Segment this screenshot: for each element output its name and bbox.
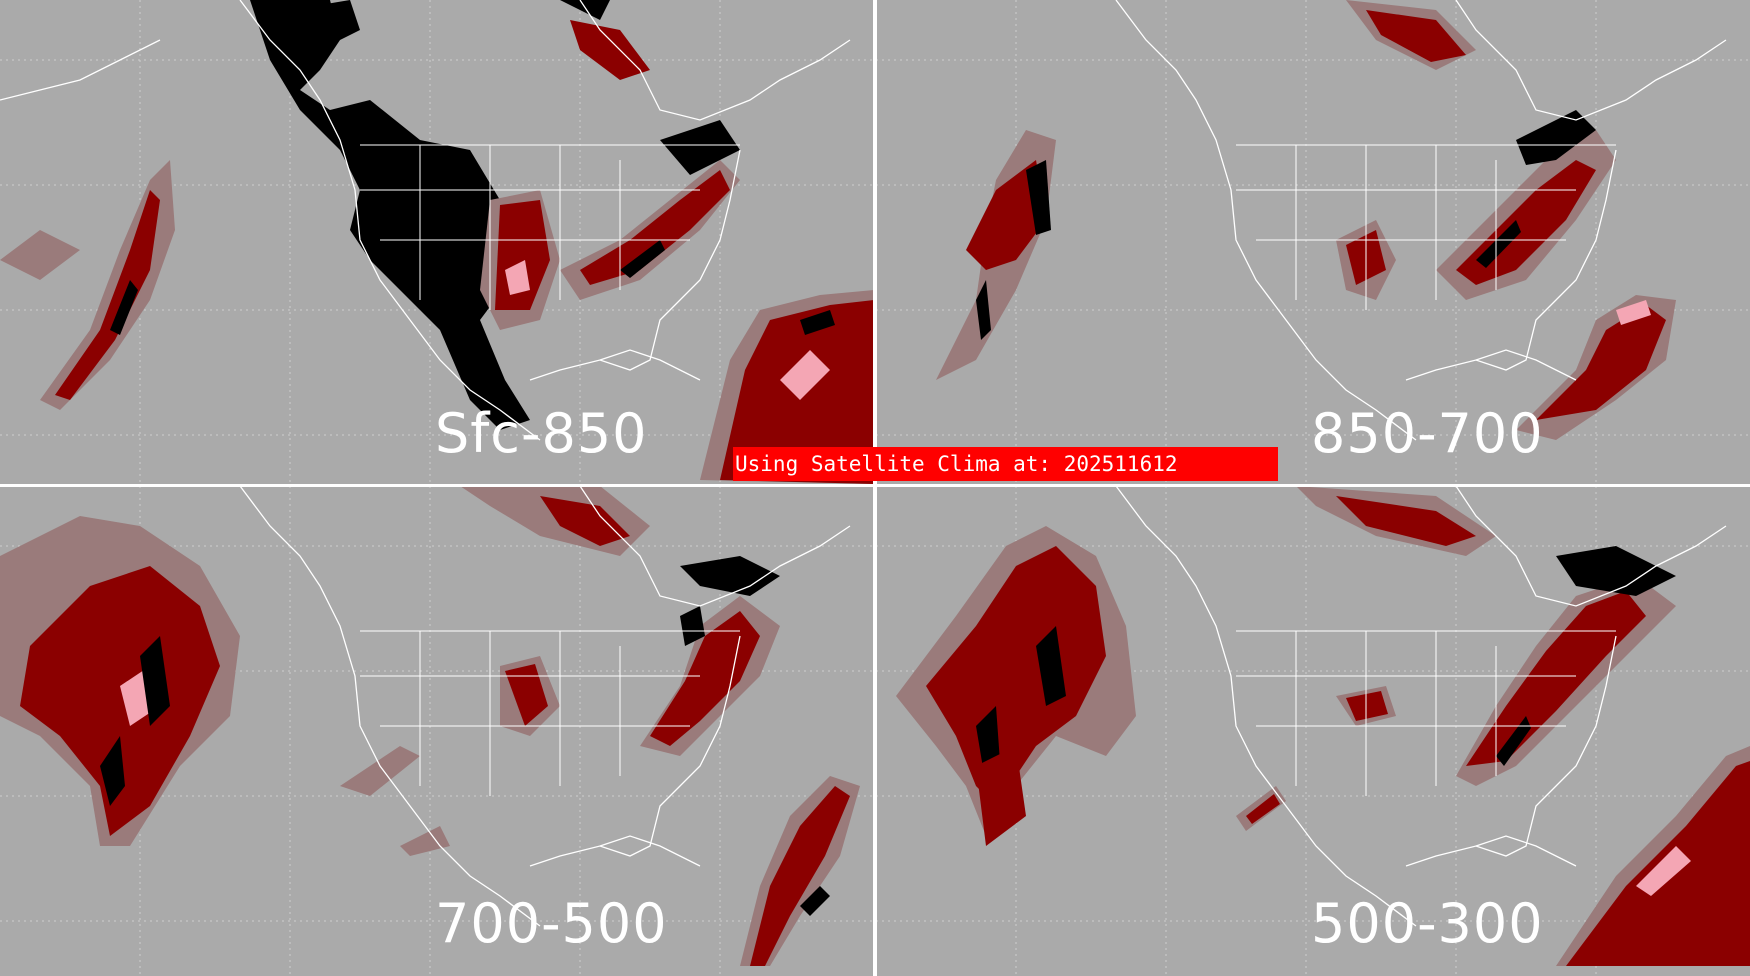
black-mask-west — [250, 0, 530, 430]
cloud-band-mexico — [340, 746, 450, 856]
panel-label: 700-500 — [435, 892, 668, 955]
cloud-band-canada — [560, 0, 650, 80]
panel-label: 850-700 — [1311, 402, 1544, 465]
cloud-band-atlantic — [700, 290, 874, 484]
panel-label: 500-300 — [1311, 892, 1544, 955]
panel-700-500: 700-500 — [0, 486, 874, 976]
coastlines — [239, 486, 851, 927]
state-borders — [360, 630, 740, 796]
map-canvas-500-300 — [876, 486, 1750, 976]
map-canvas-sfc-850 — [0, 0, 874, 484]
panel-850-700: 850-700 — [876, 0, 1750, 484]
cloud-band-pacific — [936, 130, 1056, 380]
state-borders — [1236, 144, 1616, 310]
cloud-band-atlantic — [740, 776, 860, 966]
cloud-band-east-us — [1456, 546, 1676, 786]
black-blob-ne — [660, 120, 740, 175]
panel-label: Sfc-850 — [435, 402, 648, 465]
satellite-clima-banner: Using Satellite Clima at: 202511612 — [733, 447, 1278, 481]
cloud-band-atlantic — [1516, 295, 1676, 440]
map-canvas-700-500 — [0, 486, 874, 976]
vertical-divider — [873, 0, 877, 976]
panel-sfc-850: Sfc-850 — [0, 0, 874, 484]
map-canvas-850-700 — [876, 0, 1750, 484]
coastlines — [0, 0, 851, 441]
cloud-band-canada — [460, 486, 650, 556]
panel-500-300: 500-300 — [876, 486, 1750, 976]
state-borders — [1236, 630, 1616, 796]
cloud-band-pacific — [896, 526, 1136, 846]
state-borders — [360, 144, 740, 310]
cloud-band-east-us — [560, 160, 740, 300]
cloud-band-pacific — [0, 160, 175, 410]
cloud-band-central-us — [500, 656, 560, 736]
cloud-band-canada — [1296, 486, 1496, 556]
cloud-band-east-us — [1436, 110, 1616, 300]
cloud-band-canada — [1346, 0, 1476, 70]
cloud-band-mexico — [1236, 786, 1286, 831]
coastlines — [1115, 0, 1727, 441]
cloud-band-central-us — [480, 190, 560, 330]
coastlines — [1115, 486, 1727, 927]
cloud-band-atlantic — [1556, 746, 1750, 966]
horizontal-divider — [0, 484, 1750, 487]
black-blob-nw — [290, 0, 360, 50]
cloud-band-east-us — [640, 556, 780, 756]
cloud-band-pacific — [0, 516, 240, 846]
